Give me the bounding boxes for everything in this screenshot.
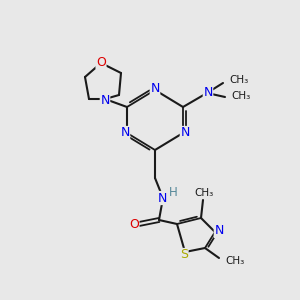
Text: O: O — [129, 218, 139, 230]
Text: H: H — [169, 185, 177, 199]
Text: N: N — [150, 82, 160, 95]
Text: N: N — [203, 85, 213, 98]
Text: N: N — [157, 191, 167, 205]
Text: S: S — [180, 248, 188, 262]
Text: CH₃: CH₃ — [194, 188, 214, 198]
Text: N: N — [100, 94, 110, 107]
Text: N: N — [120, 127, 130, 140]
Text: CH₃: CH₃ — [231, 91, 250, 101]
Text: O: O — [96, 56, 106, 68]
Text: CH₃: CH₃ — [225, 256, 244, 266]
Text: N: N — [180, 127, 190, 140]
Text: CH₃: CH₃ — [229, 75, 248, 85]
Text: N: N — [214, 224, 224, 238]
